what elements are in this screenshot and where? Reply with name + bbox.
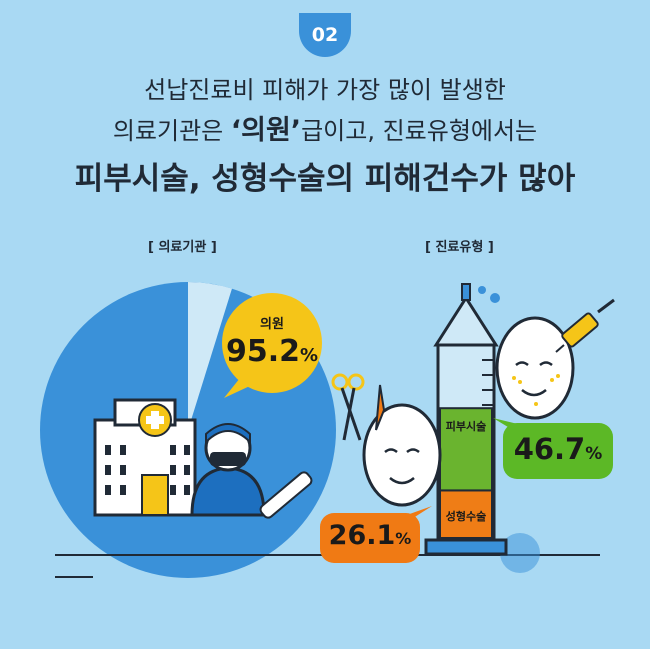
face-mask-icon-right xyxy=(495,316,575,420)
scissors-icon xyxy=(331,373,365,441)
bar-value-plastic-number: 26.1 xyxy=(328,520,396,551)
bar-chart-title: [ 진료유형 ] xyxy=(425,240,494,255)
pie-slice-other xyxy=(188,282,232,430)
scalpel-icon xyxy=(375,384,386,431)
bar-value-skin-unit: % xyxy=(585,444,603,464)
bar-value-plastic: 26.1% xyxy=(320,520,420,551)
doctor-icon xyxy=(190,423,313,519)
bar-value-plastic-unit: % xyxy=(395,529,412,548)
pie-callout-unit: % xyxy=(299,345,319,366)
headline-line-2-post: 급이고, 진료유형에서는 xyxy=(301,117,538,145)
pie-callout-value: 95.2% xyxy=(204,334,340,369)
bar-value-skin-number: 46.7 xyxy=(513,432,586,466)
syringe-bar-chart xyxy=(424,283,540,573)
pie-callout xyxy=(222,293,322,398)
bar-value-skin: 46.7% xyxy=(503,432,613,466)
hospital-icon xyxy=(93,398,197,517)
headline-line-1: 선납진료비 피해가 가장 많이 발생한 xyxy=(144,76,506,104)
injection-syringe-icon xyxy=(555,298,615,353)
headline-line-2: 의료기관은 ‘의원’급이고, 진료유형에서는 xyxy=(0,108,650,147)
headline-line-2-pre: 의료기관은 xyxy=(112,117,231,145)
pie-callout-label: 의원 xyxy=(260,317,284,332)
bar-plastic-surgery xyxy=(439,489,493,539)
pie-chart-title: [ 의료기관 ] xyxy=(148,240,217,255)
section-number-badge: 02 xyxy=(299,13,351,57)
bar-label-plastic: 성형수술 xyxy=(445,510,487,523)
callout-green-bubble xyxy=(493,418,613,479)
face-mask-icon-left xyxy=(362,403,442,507)
headline-line-3: 피부시술, 성형수술의 피해건수가 많아 xyxy=(74,161,576,197)
callout-orange-bubble xyxy=(320,506,432,563)
bar-label-skin: 피부시술 xyxy=(445,420,487,433)
bar-skin-treatment xyxy=(439,407,493,492)
pie-callout-number: 95.2 xyxy=(225,334,300,369)
syringe-bars xyxy=(439,407,493,539)
headline-emphasis: ‘의원’ xyxy=(230,115,302,146)
